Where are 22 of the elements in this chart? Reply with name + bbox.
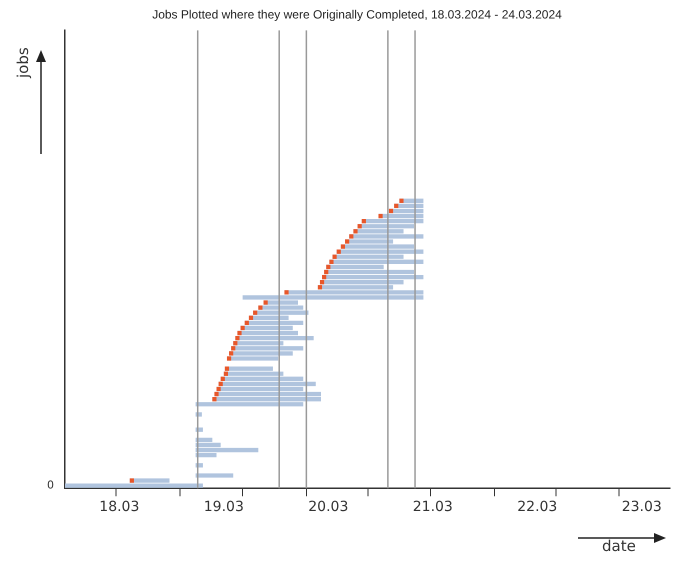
x-tick-label: 20.03 (308, 499, 348, 516)
bar (258, 305, 262, 310)
bar (362, 218, 366, 224)
bar (248, 316, 254, 320)
bar (284, 290, 289, 295)
bar (399, 198, 404, 203)
x-tick-label: 21.03 (412, 499, 453, 516)
bar (358, 224, 362, 228)
bar (253, 310, 258, 315)
y-axis-title: jobs (14, 47, 32, 78)
bar (353, 229, 358, 234)
chart-title: Jobs Plotted where they were Originally Completed, 18.03.2024 - 24.03.2024 (152, 8, 562, 22)
bar (349, 234, 354, 239)
bar (394, 204, 398, 208)
x-tick-label: 19.03 (204, 499, 244, 516)
x-tick-label: 23.03 (622, 499, 662, 516)
x-tick-label: 18.03 (99, 499, 140, 516)
x-axis-title: date (602, 537, 636, 555)
bar (336, 250, 341, 254)
bar (244, 320, 249, 326)
y-tick-label: 0 (47, 478, 54, 492)
x-tick-label: 22.03 (517, 499, 558, 516)
